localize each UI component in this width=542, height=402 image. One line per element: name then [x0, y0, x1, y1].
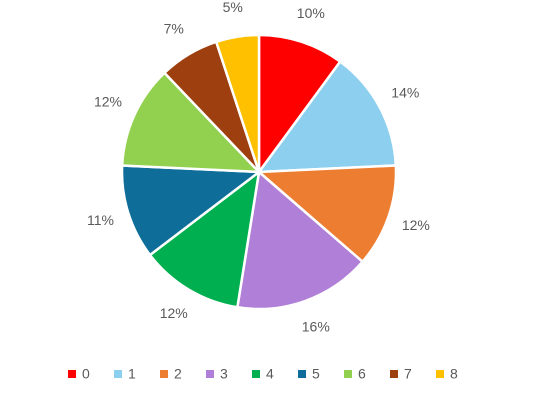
legend-label: 4 — [266, 366, 274, 382]
pie-slice — [235, 169, 365, 311]
pie-slice — [120, 71, 263, 174]
legend-label: 7 — [404, 366, 412, 382]
pie-slice — [120, 164, 263, 257]
legend-label: 1 — [128, 366, 136, 382]
data-label: 5% — [223, 0, 243, 15]
legend-label: 6 — [358, 366, 366, 382]
data-label: 11% — [87, 212, 114, 228]
pie-slice — [148, 169, 261, 309]
legend-swatch — [252, 370, 260, 378]
data-label: 12% — [160, 305, 188, 321]
data-label: 12% — [94, 94, 122, 110]
legend-swatch — [114, 370, 122, 378]
data-label: 10% — [297, 5, 325, 21]
data-label: 7% — [164, 20, 184, 36]
legend-label: 8 — [450, 366, 458, 382]
legend-swatch — [206, 370, 214, 378]
legend-label: 5 — [312, 366, 320, 382]
pie-slice — [257, 33, 342, 176]
legend-swatch — [160, 370, 168, 378]
legend-label: 2 — [174, 366, 182, 382]
data-label: 14% — [391, 84, 419, 100]
legend-swatch — [68, 370, 76, 378]
legend-swatch — [344, 370, 352, 378]
legend-label: 3 — [220, 366, 228, 382]
pie-slice — [256, 59, 398, 174]
legend-swatch — [436, 370, 444, 378]
data-label: 16% — [302, 319, 330, 335]
legend-label: 0 — [82, 366, 90, 382]
legend-swatch — [298, 370, 306, 378]
pie-slice — [255, 164, 398, 264]
pie-slice — [214, 33, 261, 173]
data-label: 12% — [402, 217, 430, 233]
legend-swatch — [390, 370, 398, 378]
